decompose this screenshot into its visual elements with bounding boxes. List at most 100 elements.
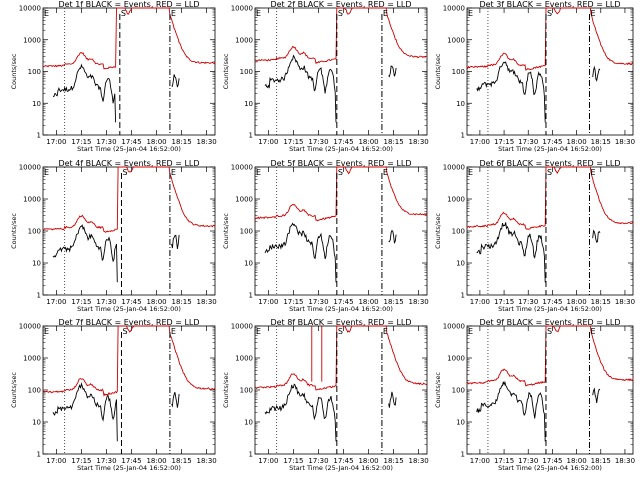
y-tick-label: 10000	[19, 164, 41, 172]
detector-panel-2: Det 2f BLACK = Events, RED = LLD 1 10 100 10…	[222, 0, 429, 153]
y-tick-label: 10000	[231, 5, 253, 13]
detector-panel-7: Det 7f BLACK = Events, RED = LLD 1 10 100 10…	[10, 318, 217, 472]
x-tick-label: 18:00	[146, 138, 166, 146]
y-axis-label: Counts/sec	[10, 372, 18, 408]
x-tick-label: 17:00	[46, 298, 66, 306]
events-series-line	[264, 54, 337, 123]
y-axis-label: Counts/sec	[222, 213, 230, 249]
x-tick-label: 18:15	[384, 298, 404, 306]
y-tick-label: 1	[37, 132, 41, 140]
x-axis-label: Start Time (25-Jan-04 16:52:00)	[77, 145, 181, 153]
marker-label-e-left: E	[44, 168, 49, 177]
y-tick-label: 10	[244, 100, 253, 108]
x-tick-label: 17:45	[121, 138, 141, 146]
y-tick-label: 10	[456, 419, 465, 427]
y-axis-label: Counts/sec	[222, 53, 230, 89]
x-tick-label: 17:30	[308, 298, 328, 306]
x-tick-label: 17:30	[518, 138, 538, 146]
y-tick-label: 1000	[235, 196, 253, 204]
x-tick-label: 18:30	[409, 138, 429, 146]
y-tick-label: 1	[461, 132, 465, 140]
y-axis-label: Counts/sec	[434, 213, 442, 249]
y-tick-label: 10000	[443, 164, 465, 172]
x-tick-label: 17:15	[283, 138, 303, 146]
y-tick-label: 10	[32, 260, 41, 268]
x-tick-label: 18:15	[591, 138, 611, 146]
x-tick-label: 18:00	[358, 457, 378, 465]
y-tick-label: 10	[244, 419, 253, 427]
plot-frame	[466, 325, 634, 455]
x-tick-label: 17:45	[121, 457, 141, 465]
x-tick-label: 18:00	[358, 138, 378, 146]
marker-label-e: E	[590, 327, 595, 336]
marker-label-e-left: E	[44, 9, 49, 18]
marker-label-s: S	[338, 327, 343, 336]
x-tick-label: 18:30	[197, 298, 217, 306]
x-tick-label: 17:15	[71, 457, 91, 465]
y-tick-label: 1000	[447, 196, 465, 204]
x-tick-label: 17:00	[258, 457, 278, 465]
y-tick-label: 1	[249, 451, 253, 459]
x-tick-label: 17:00	[470, 457, 490, 465]
lld-series-line	[466, 325, 634, 387]
events-series-line	[264, 383, 337, 442]
x-axis-label: Start Time (25-Jan-04 16:52:00)	[289, 305, 393, 313]
marker-label-s: S	[122, 327, 127, 336]
lld-series-line	[466, 7, 634, 71]
y-tick-label: 10000	[19, 5, 41, 13]
x-tick-label: 17:15	[283, 298, 303, 306]
x-tick-label: 17:30	[308, 457, 328, 465]
lld-series-line	[42, 166, 216, 233]
x-tick-label: 18:30	[197, 138, 217, 146]
y-tick-label: 100	[28, 228, 41, 236]
panel-title: Det 6f BLACK = Events, RED = LLD	[479, 159, 620, 168]
x-tick-label: 17:45	[333, 138, 353, 146]
plot-frame	[42, 166, 216, 296]
x-tick-label: 17:45	[542, 138, 562, 146]
y-tick-label: 1000	[235, 355, 253, 363]
x-tick-label: 18:15	[384, 457, 404, 465]
y-tick-label: 100	[452, 68, 465, 76]
x-tick-label: 17:45	[121, 298, 141, 306]
x-tick-label: 17:45	[333, 457, 353, 465]
detector-panel-4: Det 4f BLACK = Events, RED = LLD 1 10 100 10…	[10, 159, 217, 313]
y-tick-label: 10	[32, 419, 41, 427]
plot-frame	[466, 166, 634, 296]
marker-label-s: S	[547, 168, 552, 177]
x-tick-label: 18:30	[615, 298, 635, 306]
y-tick-label: 1000	[23, 355, 41, 363]
events-series-line	[171, 234, 180, 249]
events-series-line	[476, 380, 546, 442]
events-series-line	[264, 222, 337, 283]
x-tick-label: 17:15	[283, 457, 303, 465]
x-tick-label: 18:15	[172, 138, 192, 146]
marker-label-e-left: E	[468, 327, 473, 336]
y-tick-label: 10	[244, 260, 253, 268]
y-tick-label: 100	[240, 228, 253, 236]
events-series-line	[476, 61, 546, 123]
x-tick-label: 18:15	[172, 457, 192, 465]
plot-frame	[254, 7, 428, 136]
x-tick-label: 18:15	[591, 298, 611, 306]
x-tick-label: 18:00	[566, 298, 586, 306]
y-tick-label: 10	[456, 260, 465, 268]
x-axis-label: Start Time (25-Jan-04 16:52:00)	[498, 145, 602, 153]
lld-series-line	[254, 325, 428, 391]
events-series-line	[592, 65, 601, 82]
x-tick-label: 18:00	[566, 457, 586, 465]
events-series-line	[592, 387, 601, 403]
plot-frame	[254, 325, 428, 455]
marker-label-s: S	[547, 9, 552, 18]
x-tick-label: 17:15	[494, 298, 514, 306]
y-axis-label: Counts/sec	[10, 213, 18, 249]
y-tick-label: 1000	[447, 36, 465, 44]
x-tick-label: 17:00	[258, 298, 278, 306]
y-axis-label: Counts/sec	[434, 53, 442, 89]
panel-title: Det 2f BLACK = Events, RED = LLD	[270, 0, 411, 9]
y-tick-label: 10000	[19, 323, 41, 331]
marker-label-e-left: E	[468, 168, 473, 177]
x-tick-label: 17:45	[333, 298, 353, 306]
x-tick-label: 18:15	[172, 298, 192, 306]
marker-label-e-left: E	[256, 168, 261, 177]
y-tick-label: 10000	[231, 164, 253, 172]
